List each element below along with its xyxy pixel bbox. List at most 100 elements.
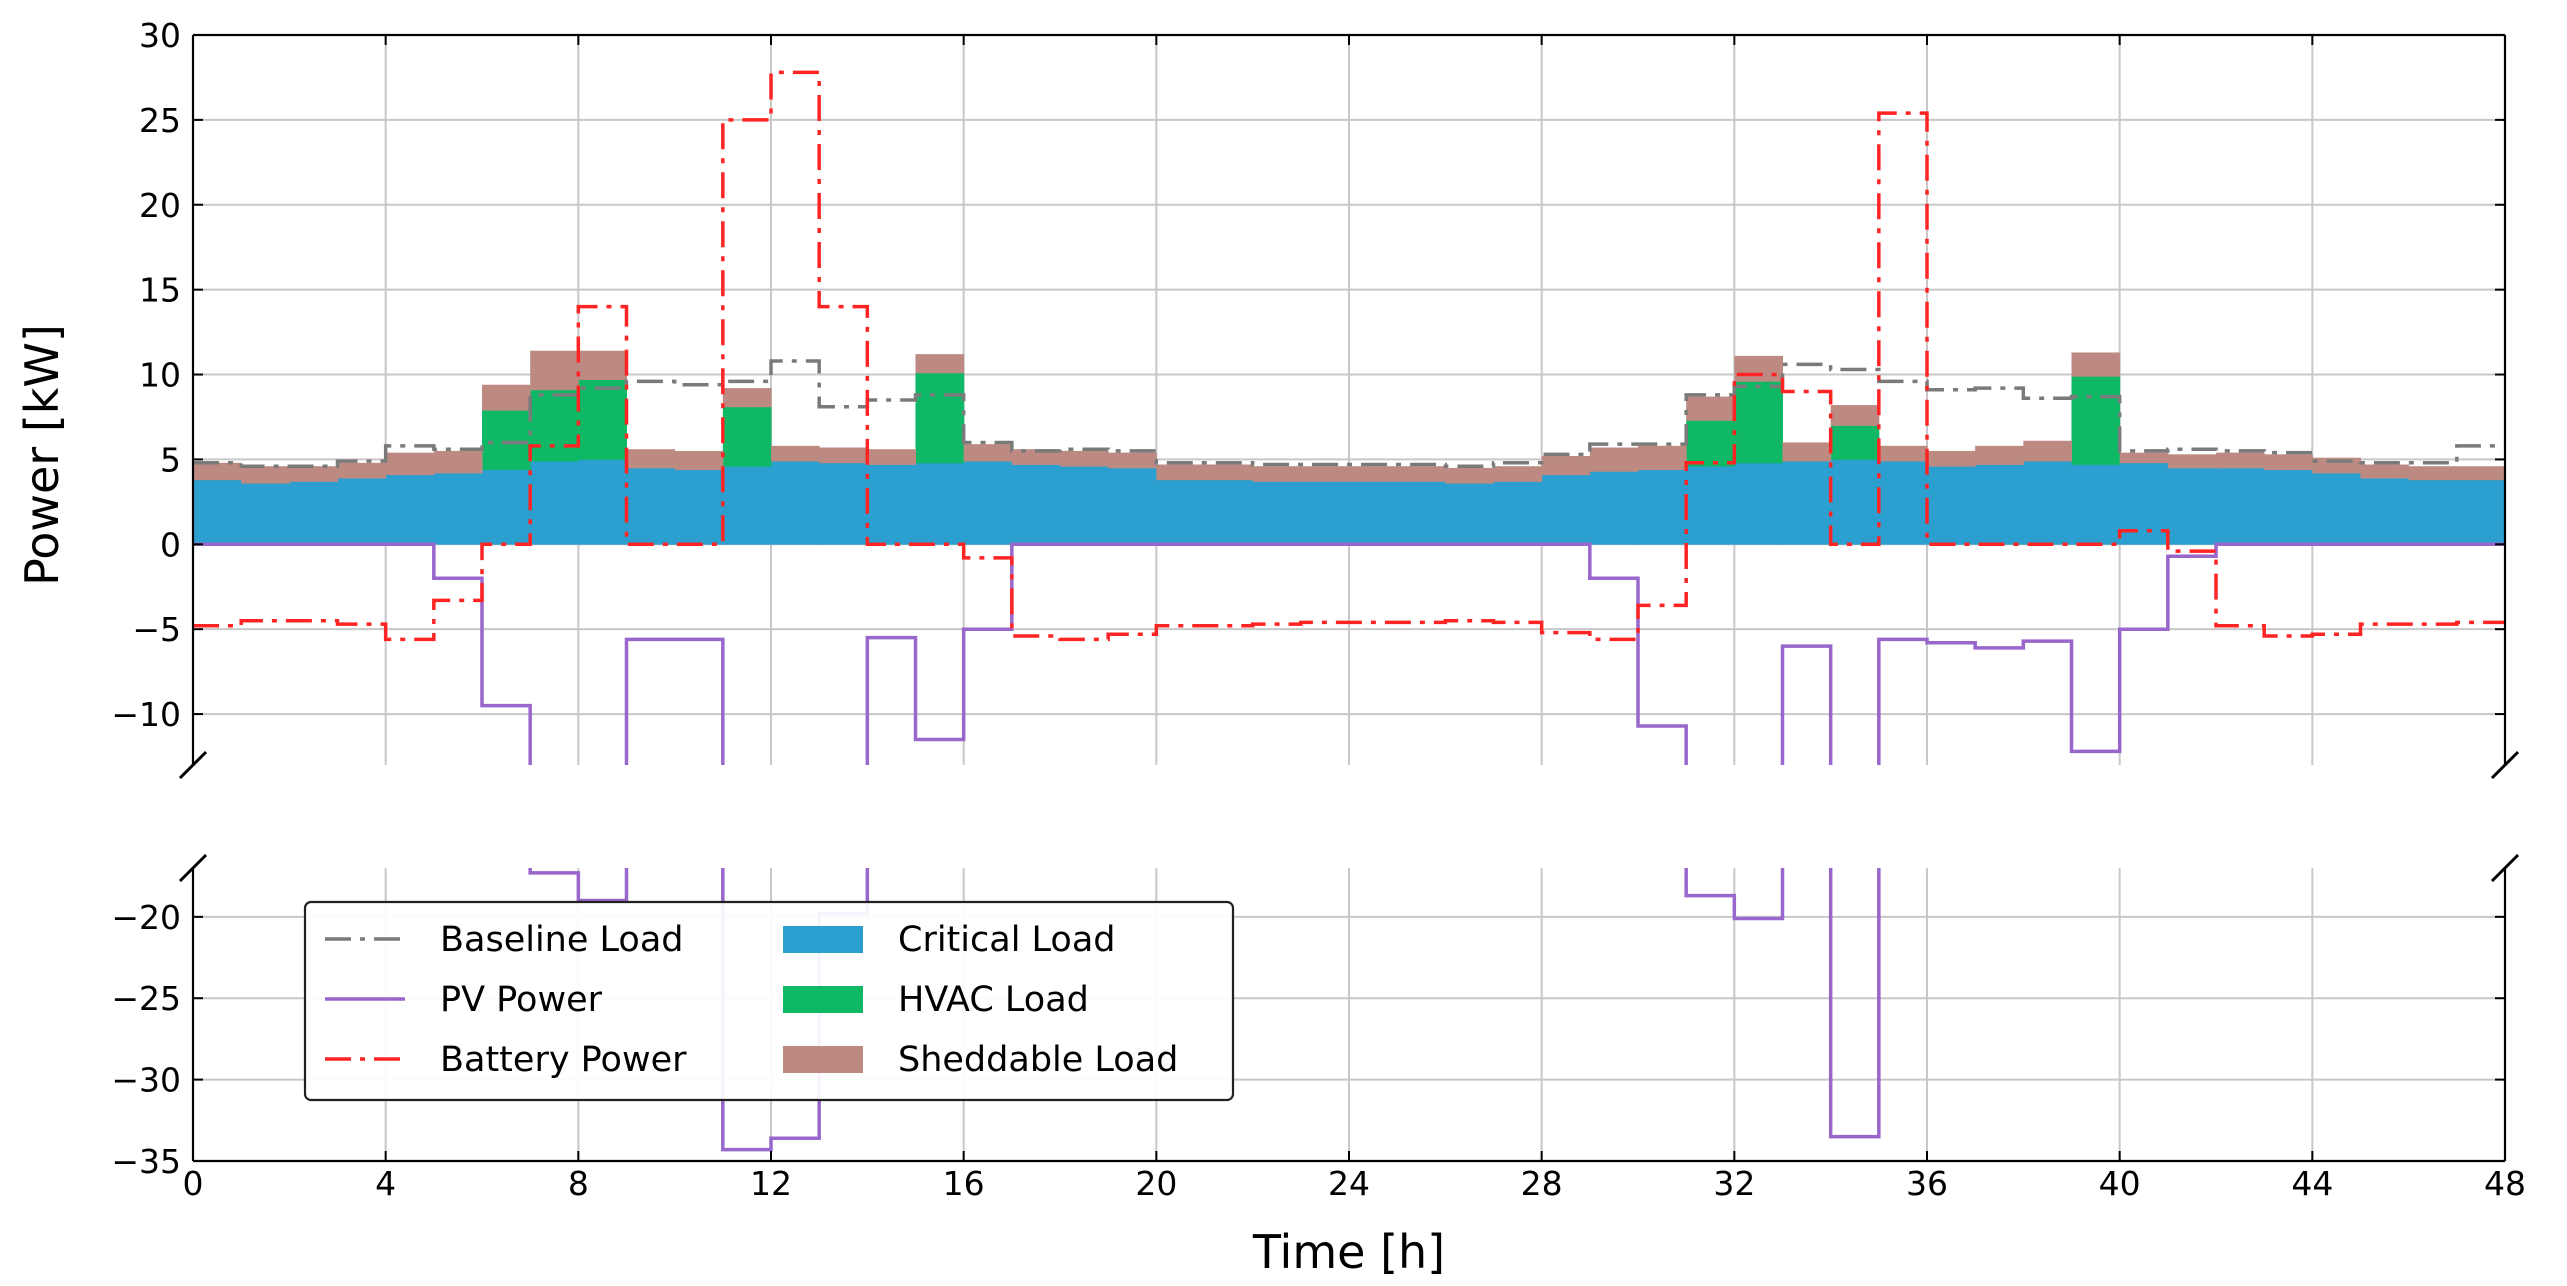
battery-power-legend-label: Battery Power (440, 1040, 687, 1080)
hvac-load-bar-32 (1734, 381, 1783, 464)
y-tick-label--5: −5 (132, 610, 181, 649)
sheddable-load-bar-2 (289, 466, 338, 482)
critical-load-bar-14 (867, 464, 916, 545)
critical-load-bar-31 (1686, 466, 1735, 545)
critical-load-bar-24 (1349, 481, 1398, 545)
critical-load-bar-2 (289, 481, 338, 545)
hvac-load-bar-34 (1830, 425, 1880, 460)
sheddable-load-bar-19 (1108, 452, 1157, 469)
y-tick-label-5: 5 (160, 440, 181, 479)
critical-load-bar-8 (578, 459, 627, 545)
x-tick-label-16: 16 (943, 1164, 985, 1203)
sheddable-load-bar-28 (1541, 456, 1591, 476)
hvac-load-bar-7 (530, 389, 579, 462)
sheddable-load-bar-9 (626, 449, 676, 469)
hvac-load-bar-39 (2071, 376, 2121, 465)
x-tick-label-8: 8 (568, 1164, 589, 1203)
sheddable-load-bar-33 (1782, 442, 1832, 462)
pv-power-legend-label: PV Power (440, 980, 603, 1020)
critical-load-bar-19 (1108, 467, 1157, 545)
axis-ticks (192, 34, 2506, 1162)
sheddable-load-bar-7 (530, 350, 579, 391)
sheddable-load-bar-17 (1011, 449, 1061, 465)
critical-load-bar-39 (2071, 464, 2121, 545)
axis-break-right-upper (2490, 750, 2520, 780)
y-tick-label--30: −30 (111, 1061, 181, 1100)
x-tick-label-44: 44 (2291, 1164, 2333, 1203)
critical-load-bar-18 (1060, 466, 1109, 545)
sheddable-load-bar-22 (1252, 466, 1302, 482)
x-tick-label-4: 4 (375, 1164, 396, 1203)
sheddable-load-bar-30 (1638, 445, 1687, 471)
sheddable-load-bar-6 (482, 384, 531, 411)
critical-load-bar-23 (1300, 481, 1350, 545)
y-tick-label-30: 30 (139, 16, 181, 55)
baseline-load-line-upper (193, 359, 2505, 468)
critical-load-bar-15 (915, 462, 965, 545)
hvac-load-bar-8 (578, 379, 627, 460)
sheddable-load-bar-13 (819, 447, 868, 464)
y-tick-label-15: 15 (139, 271, 181, 310)
hvac-load-bar-11 (722, 406, 772, 467)
sheddable-load-bar-14 (867, 449, 916, 465)
critical-load-bar-34 (1830, 459, 1880, 545)
critical-load-legend-swatch (783, 926, 863, 953)
critical-load-bar-47 (2456, 479, 2505, 545)
battery-power-line-upper (193, 70, 2505, 642)
sheddable-load-bar-16 (963, 444, 1013, 462)
sheddable-load-bar-36 (1927, 450, 1976, 467)
critical-load-bar-6 (482, 469, 531, 545)
legend: Baseline Load PV Power Battery Power Critic… (303, 900, 1235, 1102)
sheddable-load-bar-46 (2408, 466, 2458, 481)
critical-load-bar-41 (2167, 467, 2217, 545)
critical-load-bar-25 (1397, 481, 1446, 545)
x-tick-label-48: 48 (2484, 1164, 2526, 1203)
sheddable-load-bar-45 (2360, 464, 2410, 479)
sheddable-load-bar-47 (2456, 466, 2505, 481)
critical-load-bar-17 (1011, 464, 1061, 545)
critical-load-bar-22 (1252, 481, 1302, 545)
sheddable-load-bar-4 (385, 452, 435, 476)
sheddable-load-bar-11 (722, 388, 772, 408)
baseline-load-legend-label: Baseline Load (440, 920, 683, 960)
critical-load-legend-label: Critical Load (898, 920, 1116, 960)
critical-load-bar-16 (963, 461, 1013, 545)
hvac-load-legend-label: HVAC Load (898, 980, 1089, 1020)
sheddable-load-bar-24 (1349, 466, 1398, 482)
critical-load-bar-11 (722, 466, 772, 545)
critical-load-bar-30 (1638, 469, 1687, 545)
x-tick-label-20: 20 (1135, 1164, 1177, 1203)
y-tick-label--25: −25 (111, 979, 181, 1018)
critical-load-bar-0 (193, 479, 242, 545)
y-tick-label-0: 0 (160, 525, 181, 564)
critical-load-bar-26 (1445, 483, 1494, 545)
legend-box (303, 900, 1235, 1102)
critical-load-bar-10 (674, 469, 724, 545)
sheddable-load-bar-18 (1060, 450, 1109, 467)
x-tick-label-40: 40 (2099, 1164, 2141, 1203)
sheddable-load-bar-23 (1300, 466, 1350, 482)
hvac-load-bar-6 (482, 410, 531, 471)
sheddable-load-bar-40 (2119, 452, 2169, 464)
sheddable-load-bar-42 (2216, 452, 2265, 469)
series-lines-upper (193, 70, 2505, 765)
x-tick-label-36: 36 (1906, 1164, 1948, 1203)
sheddable-load-bar-20 (1156, 464, 1205, 481)
sheddable-load-bar-0 (193, 462, 242, 481)
y-tick-label-10: 10 (139, 356, 181, 395)
sheddable-load-bar-8 (578, 350, 627, 381)
sheddable-load-bar-43 (2264, 454, 2313, 471)
sheddable-load-bar-12 (771, 445, 820, 462)
y-tick-label--35: −35 (111, 1142, 181, 1181)
axis-break-right-lower (2490, 853, 2520, 883)
critical-load-bar-38 (2023, 461, 2072, 545)
sheddable-load-bar-41 (2167, 454, 2217, 469)
sheddable-load-bar-37 (1975, 445, 2024, 465)
sheddable-load-bar-35 (1878, 445, 1928, 462)
critical-load-bar-33 (1782, 461, 1832, 545)
sheddable-load-legend-swatch (783, 1046, 863, 1073)
axis-break-left-lower (178, 853, 208, 883)
critical-load-bar-13 (819, 462, 868, 545)
x-tick-label-12: 12 (750, 1164, 792, 1203)
